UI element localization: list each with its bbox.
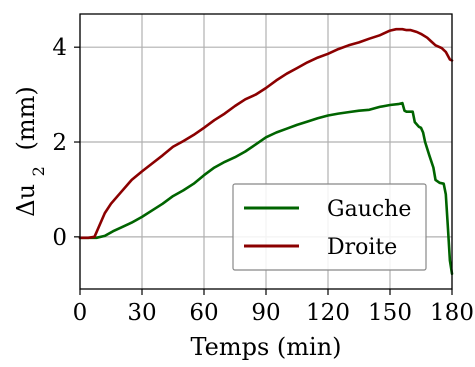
y-tick-label: 0	[52, 225, 67, 251]
x-tick-label: 90	[251, 300, 280, 326]
legend: Gauche Droite	[232, 183, 427, 271]
y-tick-label: 2	[52, 130, 67, 156]
legend-label-droite: Droite	[327, 235, 397, 260]
x-tick-label: 150	[368, 300, 412, 326]
series-lines	[78, 27, 454, 276]
y-axis-label-subscript: 2	[29, 166, 48, 176]
y-axis-label-unit: (mm)	[12, 86, 40, 150]
x-tick-label: 120	[306, 300, 350, 326]
x-axis-label: Temps (min)	[190, 333, 341, 361]
y-tick-label: 4	[52, 35, 67, 61]
y-axis-label-main: Δu	[12, 184, 40, 217]
series-line-droite	[78, 27, 454, 240]
x-tick-label: 60	[189, 300, 218, 326]
axis-ticks: 0 30 60 90 120 150 180 0 2 4	[52, 35, 474, 326]
x-tick-label: 0	[73, 300, 88, 326]
x-tick-label: 180	[430, 300, 474, 326]
series-line-gauche	[78, 101, 454, 276]
legend-label-gauche: Gauche	[327, 197, 411, 222]
legend-box	[232, 183, 427, 271]
y-axis-label: Δu 2 (mm)	[12, 86, 48, 217]
x-tick-label: 30	[127, 300, 156, 326]
